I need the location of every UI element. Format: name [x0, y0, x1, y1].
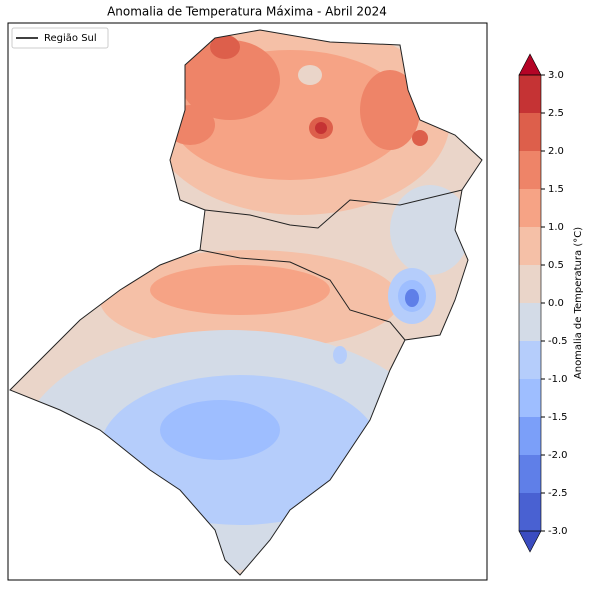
- colorbar-band: [519, 303, 541, 341]
- map-title: Anomalia de Temperatura Máxima - Abril 2…: [107, 5, 387, 19]
- colorbar-band: [519, 151, 541, 189]
- colorbar-band: [519, 379, 541, 417]
- colorbar-label: Anomalia de Temperatura (°C): [573, 227, 584, 379]
- legend-label: Região Sul: [44, 33, 97, 44]
- colorbar-tick-label: 2.5: [548, 108, 564, 119]
- colorbar-band: [519, 341, 541, 379]
- colorbar-tick-label: -0.5: [548, 336, 568, 347]
- colorbar-tick-label: 0.0: [548, 298, 564, 309]
- state-border: [204, 189, 463, 229]
- colorbar-tick-label: -1.5: [548, 412, 568, 423]
- colorbar: -3.0 -2.5 -2.0 -1.5 -1.0 -0.5 0.0 0.5 1.0 1.5 2.0 2…: [518, 53, 568, 553]
- colorbar-band: [519, 455, 541, 493]
- colorbar-band: [519, 265, 541, 303]
- state-border: [199, 249, 406, 341]
- colorbar-band: [519, 417, 541, 455]
- colorbar-band: [519, 113, 541, 151]
- colorbar-tick-label: 1.5: [548, 184, 564, 195]
- colorbar-band: [519, 227, 541, 265]
- colorbar-tick-label: -3.0: [548, 526, 568, 537]
- legend-box: [11, 27, 109, 49]
- colorbar-tick-label: -2.5: [548, 488, 568, 499]
- colorbar-tick-label: 3.0: [548, 70, 564, 81]
- colorbar-tick-label: -1.0: [548, 374, 568, 385]
- colorbar-tick-label: 2.0: [548, 146, 564, 157]
- colorbar-tick-label: 1.0: [548, 222, 564, 233]
- colorbar-band: [519, 189, 541, 227]
- colorbar-under: [518, 530, 542, 553]
- colorbar-band: [519, 75, 541, 113]
- colorbar-over: [518, 53, 542, 76]
- colorbar-band: [519, 493, 541, 531]
- colorbar-tick-label: -2.0: [548, 450, 568, 461]
- colorbar-tick-label: 0.5: [548, 260, 564, 271]
